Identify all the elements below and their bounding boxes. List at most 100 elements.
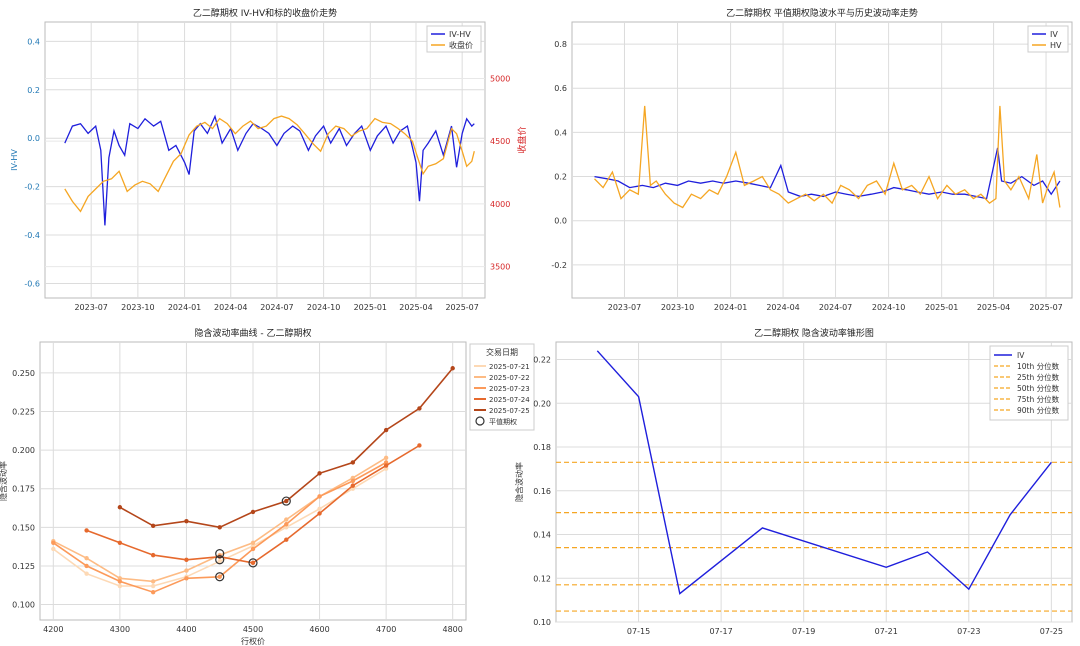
p2-xtick-2: 2024-01 xyxy=(714,303,747,312)
p4-xtick-0: 07-15 xyxy=(627,627,650,636)
p4-series-0 xyxy=(596,350,1052,595)
p2-ytick-4: 0.6 xyxy=(554,84,567,93)
p3-point-0-9 xyxy=(350,486,356,491)
p3-point-1-4 xyxy=(184,568,189,573)
p3-xtick-0: 4200 xyxy=(43,625,63,634)
p1-yrtick-3: 5000 xyxy=(490,74,510,83)
p3-point-2-7 xyxy=(284,522,289,527)
p3-point-3-6 xyxy=(284,537,289,542)
p1-xtick-5: 2024-10 xyxy=(307,303,340,312)
p3-legend-label-1: 2025-07-22 xyxy=(489,374,530,382)
p1-legend-label-0: IV-HV xyxy=(449,30,471,39)
p1-legend xyxy=(426,25,482,53)
p3-atm-marker-3 xyxy=(248,558,258,568)
p3-point-3-9 xyxy=(383,463,389,468)
p2-legend-label-0: IV xyxy=(1050,30,1058,39)
p3-ytick-6: 0.250 xyxy=(12,369,35,378)
p3-point-2-0 xyxy=(51,540,56,545)
p3-ytick-5: 0.225 xyxy=(12,408,35,417)
p4-ytick-4: 0.18 xyxy=(533,443,551,452)
p2-legend xyxy=(1027,25,1069,53)
p3-point-2-8 xyxy=(317,494,322,499)
p3-legend-label-0: 2025-07-21 xyxy=(489,363,530,371)
p3-ytick-1: 0.125 xyxy=(12,562,35,571)
p1-ylabel-right: 收盘价 xyxy=(516,126,528,153)
p2-xtick-8: 2025-07 xyxy=(1029,303,1062,312)
p3-legend-label-3: 2025-07-24 xyxy=(489,396,530,404)
p2-xtick-0: 2023-07 xyxy=(608,303,641,312)
p4-title: 乙二醇期权 隐含波动率锥形图 xyxy=(754,327,874,339)
p3-point-0-7 xyxy=(284,525,289,530)
p2-xtick-7: 2025-04 xyxy=(977,303,1010,312)
p3-atm-marker-2 xyxy=(215,572,225,582)
p3-point-0-6 xyxy=(250,543,256,549)
p4-xtick-2: 07-19 xyxy=(792,627,815,636)
p4-legend-label-1: 25th 分位数 xyxy=(1017,372,1060,382)
p4-legend xyxy=(989,345,1069,421)
p3-point-2-2 xyxy=(117,579,123,584)
p3-xtick-4: 4600 xyxy=(309,625,329,634)
p1-xtick-0: 2023-07 xyxy=(74,303,107,312)
p3-point-3-10 xyxy=(417,443,422,448)
p3-point-4-8 xyxy=(383,427,389,433)
p4-ytick-6: 0.22 xyxy=(533,356,551,365)
p1-yrtick-2: 4500 xyxy=(490,137,510,146)
p4-xtick-4: 07-23 xyxy=(957,627,980,636)
p3-point-2-6 xyxy=(250,546,256,552)
p2-ytick-2: 0.2 xyxy=(554,173,567,182)
p1-yrtick-0: 3500 xyxy=(490,263,510,272)
p1-xtick-2: 2024-01 xyxy=(168,303,201,312)
p3-point-3-1 xyxy=(117,540,123,545)
p3-point-0-0 xyxy=(51,546,56,552)
p1-ytick-1: -0.4 xyxy=(24,231,40,240)
p3-point-0-8 xyxy=(317,506,322,511)
p3-ytick-3: 0.175 xyxy=(12,485,35,494)
p4-legend-label-3: 75th 分位数 xyxy=(1017,394,1060,404)
p1-ytick-5: 0.4 xyxy=(27,37,40,46)
p3-point-2-4 xyxy=(184,576,189,581)
p2-title: 乙二醇期权 平值期权隐波水平与历史波动率走势 xyxy=(726,7,918,19)
p3-title: 隐含波动率曲线 - 乙二醇期权 xyxy=(195,327,312,339)
p2-xtick-5: 2024-10 xyxy=(872,303,905,312)
p3-point-1-1 xyxy=(84,556,89,561)
p3-point-2-9 xyxy=(350,478,356,484)
p1-ytick-4: 0.2 xyxy=(27,86,40,95)
p3-point-3-3 xyxy=(184,557,189,562)
p4-xtick-3: 07-21 xyxy=(875,627,898,636)
p3-point-4-5 xyxy=(284,498,289,504)
p2-xtick-1: 2023-10 xyxy=(661,303,694,312)
p1-series-0 xyxy=(64,114,475,226)
p3-legend-label-2: 2025-07-23 xyxy=(489,385,530,393)
panel-atm-iv-hv-frame xyxy=(571,21,1073,299)
p3-point-1-7 xyxy=(284,517,289,522)
p1-legend-label-1: 收盘价 xyxy=(449,40,473,50)
p4-ytick-0: 0.10 xyxy=(533,618,551,627)
p4-legend-label-0: 10th 分位数 xyxy=(1017,361,1060,371)
panel-iv-hv-close: 2023-07 2023-10 2024-01 2024-04 2024-07 2024-… xyxy=(10,7,528,312)
p3-point-3-2 xyxy=(150,552,156,558)
p3-point-3-5 xyxy=(250,560,256,566)
p3-legend-atm-label: 平值期权 xyxy=(489,417,517,426)
p3-atm-marker-1 xyxy=(215,555,225,565)
p2-xtick-3: 2024-04 xyxy=(766,303,799,312)
p3-point-1-3 xyxy=(150,579,156,584)
p3-xtick-2: 4400 xyxy=(176,625,196,634)
p3-point-4-2 xyxy=(184,518,189,524)
p2-ytick-0: -0.2 xyxy=(551,261,567,270)
p3-point-2-1 xyxy=(84,563,89,569)
p4-ytick-2: 0.14 xyxy=(533,531,551,540)
p3-xtick-3: 4500 xyxy=(243,625,263,634)
p3-atm-marker-0 xyxy=(215,548,225,559)
panel-atm-iv-hv: 2023-07 2023-10 2024-01 2024-04 2024-07 2024-… xyxy=(551,7,1073,312)
p4-ytick-1: 0.12 xyxy=(533,574,551,583)
p1-xtick-4: 2024-07 xyxy=(260,303,293,312)
p3-point-2-10 xyxy=(383,460,389,465)
p3-point-4-7 xyxy=(350,460,356,465)
p3-point-4-1 xyxy=(150,523,156,528)
p3-ylabel: 隐含波动率 xyxy=(0,461,8,501)
panel-iv-cone: 07-15 07-17 07-19 07-21 07-23 07-25 0.10 0.12 0.… xyxy=(514,327,1073,636)
p4-ytick-5: 0.20 xyxy=(533,399,551,408)
p1-xtick-8: 2025-07 xyxy=(445,303,478,312)
panel-iv-smile: 4200 4300 4400 4500 4600 4700 4800 0.100 0.125 0.… xyxy=(0,327,535,646)
